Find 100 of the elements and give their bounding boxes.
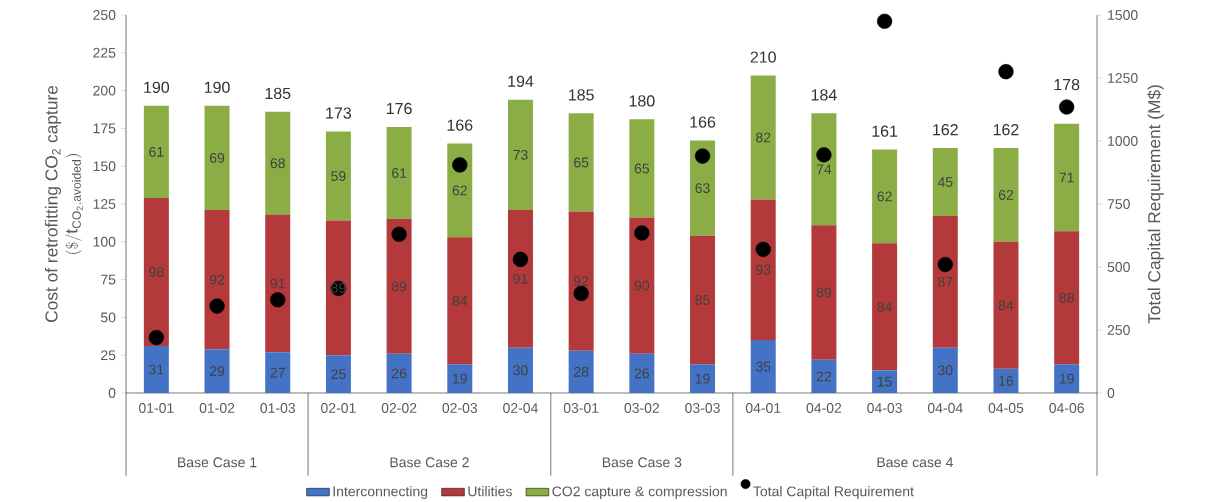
bar — [568, 211, 594, 351]
bar — [325, 131, 351, 221]
legend-label: Total Capital Requirement — [753, 486, 914, 500]
x-tick-label: 02-02 — [381, 403, 417, 413]
point — [755, 241, 771, 257]
point — [694, 148, 711, 164]
bar — [993, 368, 1019, 393]
total-label: 184 — [811, 89, 837, 101]
data-label: 93 — [756, 264, 771, 275]
data-label: 29 — [209, 366, 225, 377]
y2-tick-label: 750 — [1107, 199, 1130, 209]
data-label: 35 — [755, 361, 771, 372]
data-label: 25 — [331, 369, 346, 380]
data-label: 22 — [816, 371, 831, 382]
point — [876, 13, 893, 29]
data-label: 31 — [149, 364, 164, 375]
x-tick-label: 02-01 — [321, 403, 356, 413]
data-label: 69 — [209, 152, 225, 163]
x-tick-label: 03-03 — [685, 403, 720, 413]
data-label: 62 — [877, 191, 892, 202]
y2-tick-label: 0 — [1107, 388, 1115, 398]
bar — [386, 219, 412, 354]
bar — [750, 199, 776, 341]
total-label: 194 — [508, 75, 534, 87]
data-label: 73 — [513, 149, 528, 160]
data-label: 90 — [634, 280, 650, 291]
point — [998, 64, 1014, 80]
total-label: 185 — [265, 87, 291, 100]
bar — [690, 364, 716, 393]
data-label: 26 — [392, 368, 407, 379]
x-tick-label: 04-03 — [867, 403, 902, 413]
bar — [1054, 123, 1080, 232]
y-tick-label: 0 — [108, 388, 116, 398]
point — [452, 157, 468, 173]
bar — [265, 352, 291, 393]
total-label: 178 — [1054, 78, 1080, 91]
bar — [993, 241, 1019, 369]
legend-label: Utilities — [468, 486, 512, 497]
text: Base case 4 — [877, 457, 954, 468]
data-label: 65 — [574, 157, 589, 168]
data-label: 71 — [1059, 172, 1074, 183]
total-label: 166 — [447, 119, 473, 131]
bar — [629, 217, 655, 354]
bar — [1054, 231, 1080, 365]
total-label: 161 — [872, 125, 898, 137]
text: Base Case 2 — [390, 457, 469, 468]
total-label: 173 — [326, 107, 352, 119]
bar — [447, 143, 473, 238]
bar — [386, 126, 412, 220]
data-label: 30 — [938, 365, 953, 376]
bar — [932, 347, 958, 393]
bar — [629, 353, 655, 393]
bar — [690, 140, 716, 236]
data-label: 89 — [816, 287, 832, 298]
bar — [872, 370, 898, 393]
y-tick-label: 200 — [93, 85, 116, 96]
bar — [750, 75, 776, 200]
total-label: 166 — [690, 116, 716, 128]
bar — [811, 113, 837, 226]
bar — [750, 340, 776, 393]
data-label: 16 — [999, 375, 1014, 386]
bar — [507, 347, 533, 393]
bar — [690, 235, 716, 365]
data-label: 89 — [391, 281, 407, 292]
total-label: 176 — [386, 102, 412, 115]
data-label: 92 — [209, 274, 225, 285]
bar — [265, 111, 291, 215]
data-label: 26 — [634, 368, 650, 379]
y-tick-label: 225 — [93, 47, 116, 58]
point — [391, 226, 407, 242]
y-axis-title: $\begin{array}{c}\mathrm{Cost\ of\ retrofitting\ CO_{2}\ capture}\\ \mathrm{(\$/t_{CO_{2},avoided})}\end{array}$ — [44, 85, 84, 322]
point — [209, 298, 225, 314]
bar — [629, 119, 655, 218]
data-label: 98 — [149, 267, 164, 277]
data-label: 84 — [877, 301, 892, 312]
bar — [143, 346, 169, 393]
bar — [204, 349, 230, 393]
total-label: 185 — [569, 89, 594, 101]
y-tick-label: 250 — [93, 10, 116, 20]
y-tick-label: 100 — [93, 236, 116, 247]
data-label: 88 — [1059, 292, 1074, 303]
y-tick-label: 175 — [93, 123, 116, 134]
total-label: 180 — [629, 95, 655, 107]
bar — [204, 210, 230, 350]
data-label: 61 — [149, 146, 164, 157]
y2-tick-label: 500 — [1107, 262, 1130, 272]
y-tick-label: 25 — [101, 350, 116, 361]
data-label: 87 — [938, 276, 953, 287]
legend-label: CO2 capture & compression — [552, 486, 727, 500]
data-label: 82 — [756, 132, 771, 143]
x-tick-label: 04-02 — [806, 403, 842, 413]
y2-tick-label: 1250 — [1108, 73, 1138, 83]
point — [937, 256, 953, 273]
bar — [872, 243, 898, 371]
data-label: 19 — [695, 373, 710, 384]
bar — [143, 105, 169, 198]
bar — [507, 210, 533, 348]
data-label: 63 — [695, 183, 710, 194]
data-label: 19 — [1059, 373, 1074, 384]
x-tick-label: 04-01 — [745, 403, 781, 413]
